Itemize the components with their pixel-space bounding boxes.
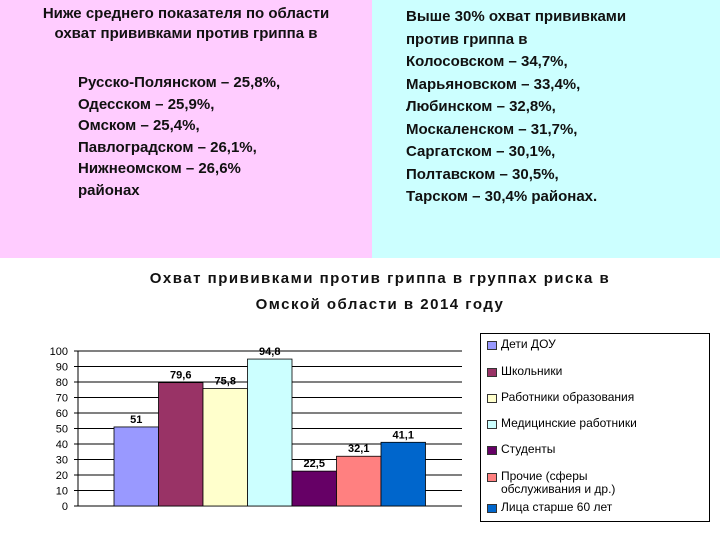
left-item: Одесском – 25,9%, bbox=[78, 95, 215, 113]
right-line: Саргатском – 30,1%, bbox=[406, 143, 556, 160]
data-label: 75,8 bbox=[215, 376, 236, 388]
y-tick-label: 10 bbox=[56, 486, 68, 498]
bar bbox=[380, 441, 426, 507]
y-tick-label: 0 bbox=[62, 501, 68, 513]
left-item: Павлоградском – 26,1%, bbox=[78, 138, 257, 156]
y-tick-label: 50 bbox=[56, 424, 68, 436]
legend-swatch bbox=[487, 341, 497, 350]
y-tick-label: 90 bbox=[56, 362, 68, 374]
data-label: 32,1 bbox=[348, 443, 369, 455]
left-item: районах bbox=[78, 181, 140, 199]
y-tick-label: 60 bbox=[56, 408, 68, 420]
right-line: Выше 30% охват прививками bbox=[406, 8, 627, 25]
legend-label: Студенты bbox=[501, 442, 556, 456]
y-tick-label: 100 bbox=[50, 346, 68, 358]
data-label: 79,6 bbox=[170, 370, 191, 382]
legend-item: Студенты bbox=[487, 443, 555, 456]
data-label: 51 bbox=[130, 414, 142, 426]
left-heading: Ниже среднего показателя по области охва… bbox=[6, 4, 366, 44]
legend-swatch bbox=[487, 504, 497, 513]
legend-swatch bbox=[487, 394, 497, 403]
left-list: Русско-Полянском – 25,8%, Одесском – 25,… bbox=[78, 72, 280, 201]
right-line: Тарском – 30,4% районах. bbox=[406, 188, 598, 205]
legend-item: Школьники bbox=[487, 365, 562, 378]
bar bbox=[336, 455, 382, 507]
y-tick-label: 40 bbox=[56, 439, 68, 451]
right-line: Москаленском – 31,7%, bbox=[406, 120, 578, 138]
legend-label: Медицинские работники bbox=[501, 416, 637, 430]
y-tick-label: 70 bbox=[56, 393, 68, 405]
left-item: Русско-Полянском – 25,8%, bbox=[78, 74, 281, 91]
left-heading-line1: Ниже среднего показателя по области bbox=[42, 5, 330, 22]
legend-label: Дети ДОУ bbox=[501, 337, 556, 351]
legend-swatch bbox=[487, 473, 497, 482]
bar bbox=[291, 470, 337, 507]
right-panel: Выше 30% охват прививками против гриппа … bbox=[372, 0, 720, 258]
legend-item: Лица старше 60 лет bbox=[487, 501, 612, 514]
chart-title-line2: Омской области в 2014 году bbox=[255, 296, 505, 313]
right-line: против гриппа в bbox=[406, 30, 528, 48]
data-label: 41,1 bbox=[393, 429, 414, 441]
legend-label: Лица старше 60 лет bbox=[501, 500, 613, 514]
legend-swatch bbox=[487, 368, 497, 377]
data-label: 94,8 bbox=[259, 346, 280, 358]
bar bbox=[247, 358, 293, 507]
y-tick-label: 20 bbox=[56, 470, 68, 482]
left-heading-line2: охват прививками против гриппа в bbox=[54, 25, 318, 42]
right-line: Любинском – 32,8%, bbox=[406, 98, 556, 115]
chart-legend: Дети ДОУ Школьники Работники образования Ме… bbox=[480, 333, 710, 522]
right-line: Марьяновском – 33,4%, bbox=[406, 75, 581, 93]
data-label: 22,5 bbox=[304, 458, 325, 470]
legend-label: Школьники bbox=[501, 364, 563, 378]
bar bbox=[113, 426, 159, 507]
left-item: Омском – 25,4%, bbox=[78, 117, 200, 134]
left-panel: Ниже среднего показателя по области охва… bbox=[0, 0, 372, 258]
right-list: Выше 30% охват прививками против гриппа … bbox=[406, 6, 626, 209]
legend-item: Прочие (сферы обслуживания и др.) bbox=[487, 470, 651, 496]
bar bbox=[158, 382, 204, 507]
legend-item: Работники образования bbox=[487, 391, 634, 404]
bar bbox=[202, 388, 248, 507]
y-tick-label: 80 bbox=[56, 377, 68, 389]
legend-item: Дети ДОУ bbox=[487, 338, 556, 351]
chart-title-line1: Охват прививками против гриппа в группах… bbox=[149, 270, 611, 287]
y-tick-label: 30 bbox=[56, 455, 68, 467]
right-line: Полтавском – 30,5%, bbox=[406, 165, 559, 183]
left-item: Нижнеомском – 26,6% bbox=[78, 160, 241, 177]
legend-label: Работники образования bbox=[501, 390, 635, 404]
legend-item: Медицинские работники bbox=[487, 417, 637, 430]
legend-swatch bbox=[487, 446, 497, 455]
right-line: Колосовском – 34,7%, bbox=[406, 53, 568, 70]
legend-swatch bbox=[487, 420, 497, 429]
legend-label: Прочие (сферы обслуживания и др.) bbox=[501, 469, 616, 496]
